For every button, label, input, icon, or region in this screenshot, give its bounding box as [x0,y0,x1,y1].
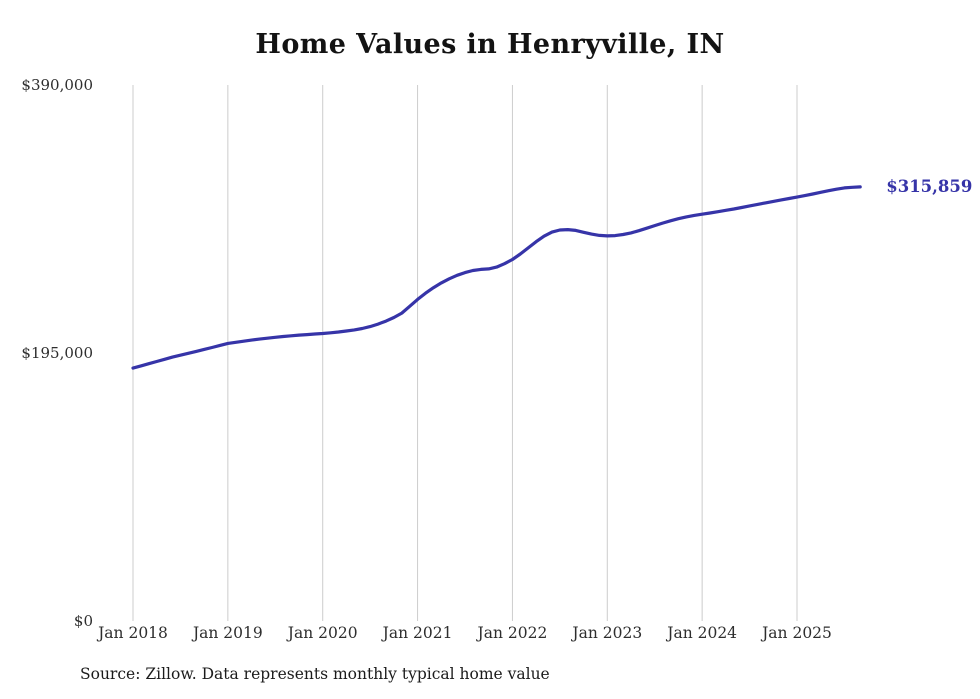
x-tick-label: Jan 2019 [192,624,263,642]
latest-value-label: $315,859 [886,176,973,196]
y-tick-label: $390,000 [21,76,93,94]
x-tick-label: Jan 2025 [762,624,832,642]
x-tick-label: Jan 2024 [667,624,738,642]
chart-title: Home Values in Henryville, IN [255,29,725,60]
source-note: Source: Zillow. Data represents monthly … [80,665,550,683]
y-tick-label: $0 [73,612,93,630]
y-tick-label: $195,000 [21,344,93,362]
home-value-line [131,185,862,370]
x-tick-label: Jan 2021 [382,624,453,642]
x-tick-label: Jan 2018 [98,624,168,642]
x-tick-label: Jan 2020 [287,624,358,642]
x-tick-label: Jan 2022 [477,624,548,642]
x-tick-label: Jan 2023 [572,624,643,642]
